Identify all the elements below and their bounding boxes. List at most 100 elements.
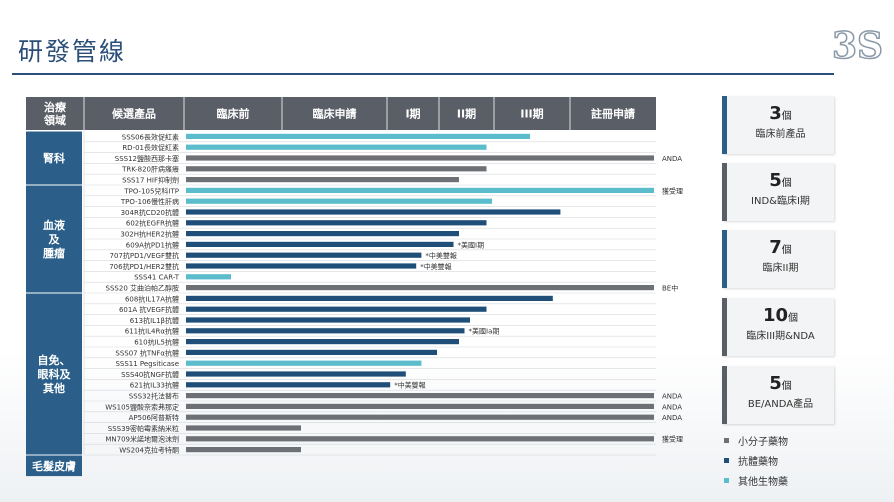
product-name: WS204克拉考特酮 (119, 446, 179, 455)
product-name: 304R抗CD20抗體 (121, 208, 179, 217)
pipeline-bar (186, 414, 654, 420)
header-label: I期 (405, 107, 420, 121)
pipeline-bar (186, 155, 654, 161)
svg-text:3S: 3S (832, 25, 883, 67)
card-unit: 個 (781, 381, 792, 392)
pipeline-bar (186, 263, 417, 269)
product-name: SSS41 CAR-T (134, 274, 180, 282)
bar-note: ANDA (662, 414, 682, 422)
card-count: 5個 (727, 373, 834, 398)
bar-note: 獲受理 (662, 435, 683, 444)
product-name: SSS06長效促紅素 (122, 132, 179, 141)
pipeline-bar (186, 285, 654, 291)
pipeline-bar (186, 317, 470, 323)
legend-item-antibody: 抗體藥物 (722, 450, 788, 470)
legend-swatch (724, 457, 729, 463)
product-name: RD-01長效促紅素 (122, 143, 179, 152)
legend: 小分子藥物 抗體藥物 其他生物藥 (722, 430, 788, 490)
product-name: 613抗IL1β抗體 (130, 316, 179, 325)
product-name: 621抗IL33抗體 (130, 381, 179, 390)
legend-swatch (724, 437, 729, 443)
product-name: SSS12鹽酸西那卡塞 (115, 154, 179, 163)
product-name: 602抗EGFR抗體 (126, 219, 179, 228)
pipeline-bar (186, 295, 553, 301)
category-label: 其他 (43, 381, 65, 395)
summary-card: 3個臨床前產品 (722, 96, 834, 154)
product-name: 611抗IL4Rα抗體 (125, 327, 179, 336)
legend-label: 其他生物藥 (738, 476, 788, 488)
category-label: 血液 (43, 218, 66, 232)
pipeline-bar (186, 403, 654, 409)
product-name: TRK-820肝病瘙癢 (121, 165, 179, 174)
category-block (26, 293, 82, 455)
category-block (26, 185, 82, 293)
category-label: 眼科及 (38, 367, 72, 381)
bar-note: ANDA (662, 393, 682, 401)
card-label: 臨床前產品 (755, 129, 806, 140)
card-unit: 個 (788, 313, 799, 324)
category-label: 自免、 (38, 353, 71, 367)
card-count: 10個 (727, 305, 834, 330)
summary-card: 5個 IND&臨床I期 (722, 163, 834, 221)
bar-note: *中美雙報 (420, 262, 452, 271)
table-header (26, 97, 656, 130)
card-unit: 個 (781, 178, 792, 189)
card-label: IND&臨床I期 (751, 196, 810, 207)
product-name: SSS20 艾曲泊帕乙醇胺 (106, 284, 179, 293)
header-label: 註冊申請 (591, 107, 635, 121)
category-label: 及 (49, 233, 61, 246)
pipeline-bar (186, 252, 422, 258)
pipeline-bar (186, 241, 454, 247)
legend-label: 抗體藥物 (738, 456, 778, 468)
card-count: 5個 (727, 170, 834, 195)
legend-item-small-molecule: 小分子藥物 (722, 430, 788, 450)
pipeline-bar (186, 274, 231, 280)
pipeline-bar (186, 220, 487, 226)
bar-note: *中美雙報 (394, 381, 426, 390)
pipeline-bar (186, 144, 487, 150)
card-unit: 個 (781, 111, 792, 122)
pipeline-bar (186, 209, 561, 215)
pipeline-bar (186, 306, 487, 312)
pipeline-bar (186, 187, 654, 193)
card-label: BE/ANDA產品 (747, 399, 814, 410)
pipeline-bar (186, 349, 437, 355)
product-name: MN709米諾地爾泡沫劑 (105, 435, 179, 444)
product-name: AP506阿普斯特 (129, 413, 179, 422)
summary-card: 7個臨床II期 (722, 230, 834, 288)
summary-card: 10個 臨床III期&NDA (722, 298, 834, 356)
product-name: SSS07 抗TNFα抗體 (115, 348, 179, 357)
legend-item-other-bio: 其他生物藥 (722, 470, 788, 490)
card-number: 3 (769, 103, 782, 124)
product-name: 601A 抗VEGF抗體 (119, 305, 179, 314)
header-label: II期 (457, 107, 476, 121)
pipeline-bar (186, 231, 459, 237)
category-label: 腎科 (43, 151, 65, 165)
legend-swatch (724, 477, 729, 483)
category-label: 毛髮皮膚 (32, 459, 76, 473)
category-block (26, 455, 82, 477)
pipeline-bar (186, 133, 530, 139)
category-block (26, 131, 82, 185)
pipeline-bar (186, 198, 492, 204)
header-label: 臨床申請 (313, 107, 357, 121)
pipeline-bar (186, 447, 301, 453)
bar-note: *美國I期 (458, 240, 485, 249)
pipeline-bar (186, 360, 422, 366)
bar-note: 獲受理 (662, 186, 683, 195)
card-number: 7 (769, 237, 782, 258)
product-name: TPO-106慢性肝病 (120, 197, 179, 206)
company-logo: 3S (831, 24, 884, 68)
product-name: TPO-105兒科ITP (123, 186, 179, 195)
card-label: 臨床II期 (762, 263, 799, 274)
pipeline-bar (186, 425, 301, 431)
pipeline-bar (186, 371, 406, 377)
product-name: 610抗IL5抗體 (134, 338, 179, 347)
header-label: 候選產品 (112, 107, 156, 121)
card-label: 臨床III期&NDA (746, 331, 815, 342)
product-name: SSS17 HIF抑制劑 (122, 176, 179, 185)
product-name: SSS32托法替布 (129, 392, 179, 401)
card-unit: 個 (781, 245, 792, 256)
product-name: WS105鹽酸奈索弗那定 (105, 402, 179, 411)
